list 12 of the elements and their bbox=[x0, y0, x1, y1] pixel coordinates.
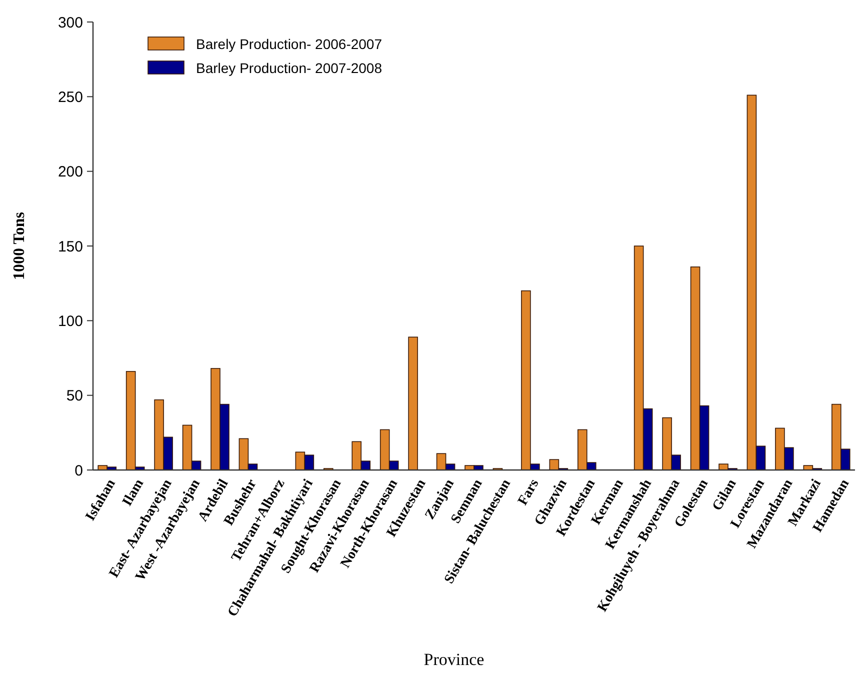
y-tick-label: 0 bbox=[74, 462, 83, 480]
y-tick-label: 100 bbox=[58, 312, 83, 330]
legend-label: Barley Production- 2007-2008 bbox=[196, 60, 382, 76]
bar bbox=[408, 336, 418, 470]
y-tick-label: 200 bbox=[58, 164, 83, 181]
y-tick-label: 250 bbox=[58, 88, 83, 106]
y-tick-label: 50 bbox=[66, 388, 83, 405]
y-axis-title: 1000 Tons bbox=[11, 212, 28, 280]
y-tick-label: 150 bbox=[58, 238, 83, 256]
x-axis-title: Province bbox=[424, 650, 484, 669]
legend-label: Barely Production- 2006-2007 bbox=[196, 36, 382, 52]
y-tick-label: 300 bbox=[58, 14, 83, 32]
